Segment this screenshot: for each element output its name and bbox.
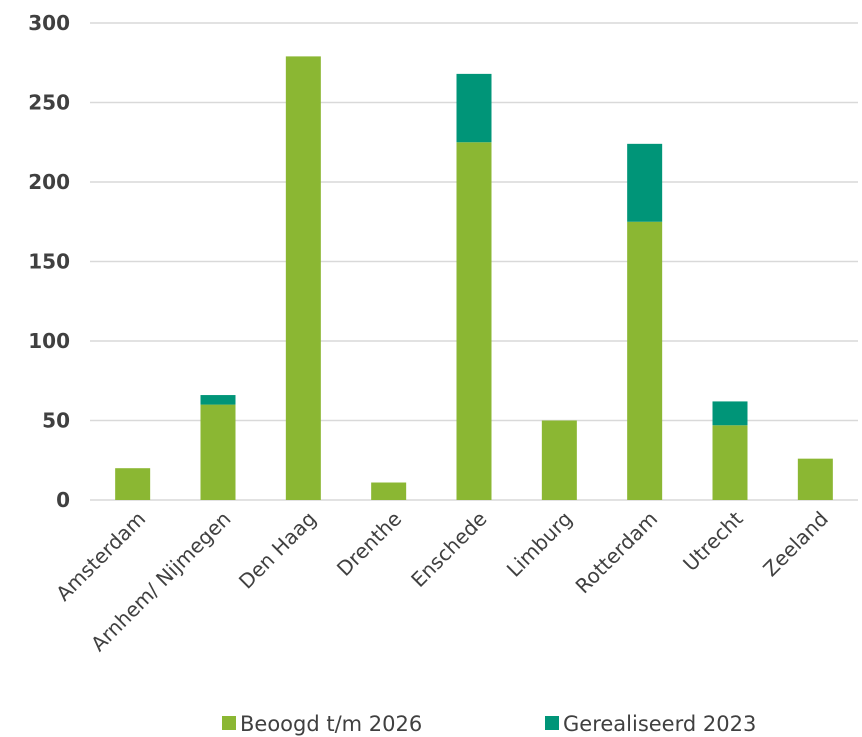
x-tick-label: Rotterdam — [571, 507, 663, 599]
bar-rotterdam-series-1 — [627, 143, 663, 222]
legend: Beoogd t/m 2026 Gerealiseerd 2023 — [222, 712, 756, 736]
y-tick-label: 0 — [56, 488, 70, 512]
bar-rotterdam-series-0 — [627, 221, 663, 500]
y-tick-label: 150 — [28, 250, 70, 274]
x-tick-label: Den Haag — [234, 507, 321, 594]
bar-den-haag-series-0 — [285, 56, 321, 500]
legend-swatch — [222, 716, 236, 730]
bar-limburg-series-0 — [541, 420, 577, 500]
bar-amsterdam-series-0 — [115, 468, 151, 500]
legend-label: Beoogd t/m 2026 — [240, 712, 422, 736]
legend-label: Gerealiseerd 2023 — [563, 712, 756, 736]
bar-utrecht-series-1 — [712, 401, 748, 426]
y-axis-ticks: 0 50 100 150 200 250 300 — [28, 11, 70, 512]
y-tick-label: 100 — [28, 329, 70, 353]
bar-drenthe-series-0 — [371, 482, 407, 500]
x-tick-label: Enschede — [406, 507, 491, 592]
bar-arnhem-nijmegen-series-1 — [200, 395, 236, 405]
x-tick-label: Utrecht — [678, 506, 747, 575]
y-tick-label: 200 — [28, 170, 70, 194]
bars — [115, 56, 833, 500]
x-tick-label: Limburg — [502, 507, 577, 582]
bar-arnhem-nijmegen-series-0 — [200, 404, 236, 500]
legend-swatch — [545, 716, 559, 730]
bar-enschede-series-0 — [456, 142, 492, 500]
x-tick-label: Arnhem/ Nijmegen — [86, 507, 235, 656]
y-tick-label: 300 — [28, 11, 70, 35]
bar-zeeland-series-0 — [797, 458, 833, 500]
y-tick-label: 50 — [42, 409, 70, 433]
x-tick-label: Zeeland — [758, 507, 833, 582]
y-tick-label: 250 — [28, 91, 70, 115]
bar-enschede-series-1 — [456, 73, 492, 143]
bar-utrecht-series-0 — [712, 425, 748, 500]
x-tick-label: Drenthe — [332, 507, 406, 581]
